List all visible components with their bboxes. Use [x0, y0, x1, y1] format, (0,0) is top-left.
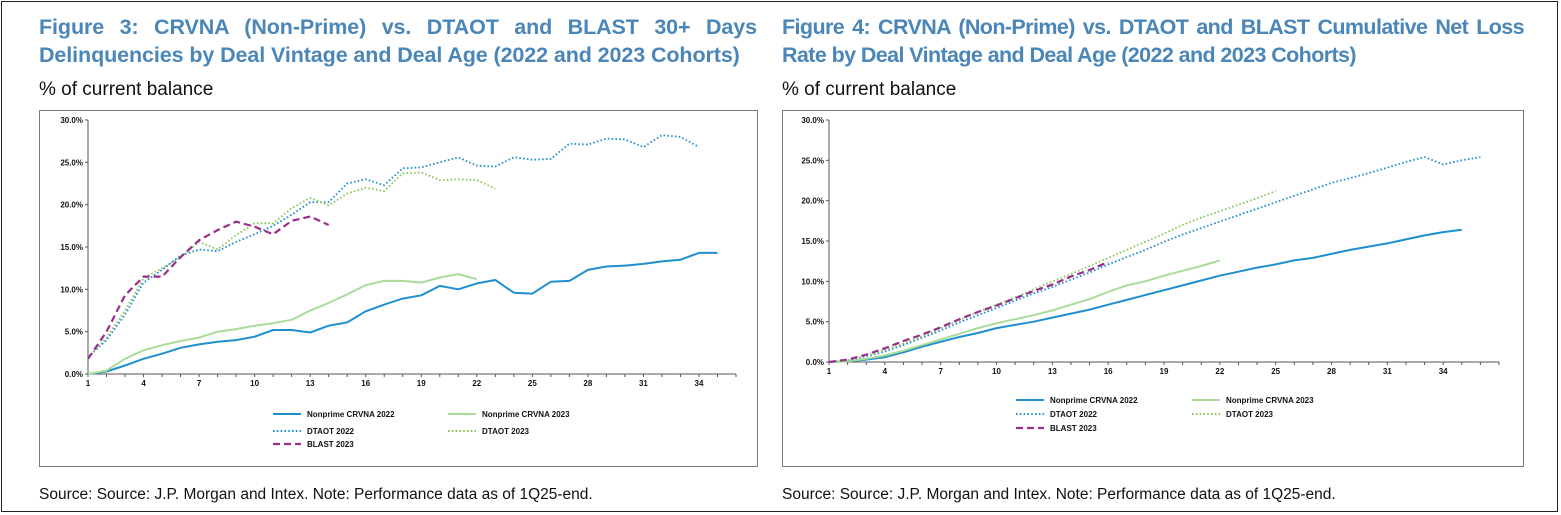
fig3-legend-label: DTAOT 2022	[307, 427, 355, 436]
fig4-x-tick-label: 25	[1271, 367, 1280, 376]
fig3-series-dtaot-2023	[87, 171, 496, 359]
fig4-legend-label: Nonprime CRVNA 2022	[1050, 396, 1138, 405]
fig4-x-tick-label: 7	[938, 367, 943, 376]
fig4-x-tick-label: 31	[1383, 367, 1392, 376]
fig4-x-tick-label: 28	[1327, 367, 1336, 376]
fig3-x-tick-label: 1	[86, 379, 91, 388]
fig4-y-tick-label: 20.0%	[801, 197, 824, 206]
fig3-series-nonprime-crvna-2022	[87, 251, 718, 375]
fig3-legend-label: DTAOT 2023	[482, 427, 530, 436]
fig3-x-tick-label: 7	[197, 379, 202, 388]
fig3-y-tick-label: 10.0%	[60, 285, 83, 294]
fig3-x-tick-label: 28	[583, 379, 592, 388]
fig4-series-nonprime-crvna-2022	[828, 228, 1462, 363]
fig3-y-tick-label: 20.0%	[60, 201, 83, 210]
fig3-y-tick-label: 25.0%	[60, 158, 83, 167]
fig4-y-tick-label: 0.0%	[806, 358, 824, 367]
fig4-x-tick-label: 16	[1104, 367, 1113, 376]
fig3-x-tick-label: 22	[472, 379, 481, 388]
fig4-y-tick-label: 25.0%	[801, 156, 824, 165]
figure-4-chart: 0.0% 5.0% 10.0% 15.0% 20.0% 25.0% 30.0% 1 4 7 10 13…	[782, 110, 1524, 467]
fig3-legend-label: BLAST 2023	[307, 440, 354, 449]
fig3-x-tick-label: 16	[361, 379, 370, 388]
fig3-y-tick-label: 30.0%	[60, 116, 83, 125]
figure-4-unit-label: % of current balance	[782, 79, 957, 100]
figure-3-title: Figure 3: CRVNA (Non-Prime) vs. DTAOT an…	[39, 15, 757, 67]
fig4-x-tick-label: 1	[827, 367, 832, 376]
figure-3-unit-label: % of current balance	[39, 79, 214, 100]
fig4-legend-label: DTAOT 2022	[1050, 410, 1098, 419]
fig3-x-tick-label: 25	[528, 379, 537, 388]
figure-4-source-note: Source: Source: J.P. Morgan and Intex. N…	[782, 486, 1336, 503]
fig4-x-tick-label: 4	[883, 367, 888, 376]
fig4-series-dtaot-2022	[828, 156, 1481, 363]
fig3-legend-label: Nonprime CRVNA 2023	[482, 410, 570, 419]
fig3-x-tick-label: 13	[306, 379, 315, 388]
fig4-x-tick-label: 19	[1160, 367, 1169, 376]
fig4-series-nonprime-crvna-2023	[828, 259, 1221, 363]
fig3-x-tick-label: 4	[141, 379, 146, 388]
fig3-x-tick-label: 10	[250, 379, 259, 388]
fig4-series-dtaot-2023	[828, 190, 1277, 363]
fig4-x-tick-label: 13	[1048, 367, 1057, 376]
fig3-series-blast-2023	[87, 215, 330, 360]
figure-3-svg: 0.0% 5.0% 10.0% 15.0% 20.0% 25.0% 30.0% 1 4 7 10 13…	[60, 116, 737, 449]
fig4-legend-label: Nonprime CRVNA 2023	[1226, 396, 1314, 405]
fig3-y-tick-label: 15.0%	[60, 243, 83, 252]
fig3-series-dtaot-2022	[87, 134, 700, 358]
fig3-x-tick-label: 31	[639, 379, 648, 388]
fig4-series-blast-2023	[828, 260, 1109, 364]
fig4-x-tick-label: 10	[992, 367, 1001, 376]
fig3-series-nonprime-crvna-2023	[87, 273, 478, 375]
fig4-x-tick-label: 22	[1215, 367, 1224, 376]
fig4-y-tick-label: 5.0%	[806, 318, 824, 327]
fig3-legend-label: Nonprime CRVNA 2022	[307, 410, 395, 419]
fig3-y-tick-label: 5.0%	[65, 328, 83, 337]
figure-3-source-note: Source: Source: J.P. Morgan and Intex. N…	[39, 486, 593, 503]
figure-4-svg: 0.0% 5.0% 10.0% 15.0% 20.0% 25.0% 30.0% 1 4 7 10 13…	[801, 116, 1500, 433]
fig3-x-tick-label: 34	[695, 379, 704, 388]
fig3-y-tick-label: 0.0%	[65, 370, 83, 379]
fig4-x-tick-label: 34	[1439, 367, 1448, 376]
figure-3-chart: 0.0% 5.0% 10.0% 15.0% 20.0% 25.0% 30.0% 1 4 7 10 13…	[39, 110, 758, 467]
fig4-y-tick-label: 15.0%	[801, 237, 824, 246]
fig4-y-tick-label: 10.0%	[801, 277, 824, 286]
fig4-legend-label: DTAOT 2023	[1226, 410, 1274, 419]
fig3-x-tick-label: 19	[417, 379, 426, 388]
figure-4-title: Figure 4: CRVNA (Non-Prime) vs. DTAOT an…	[782, 15, 1525, 67]
fig4-y-tick-label: 30.0%	[801, 116, 824, 125]
fig4-legend-label: BLAST 2023	[1050, 424, 1097, 433]
